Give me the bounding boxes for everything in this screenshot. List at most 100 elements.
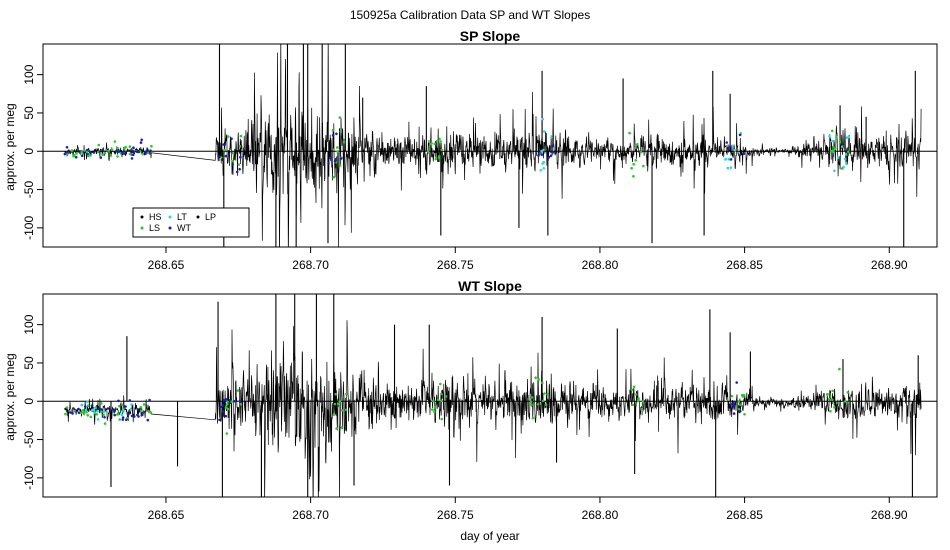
sp-slope-clipped-layer [43, 44, 937, 247]
sp-slope-point [840, 145, 844, 148]
sp-slope-point [65, 153, 69, 156]
sp-slope-point [440, 148, 444, 152]
wt-slope-point [91, 408, 95, 412]
sp-slope-point [429, 142, 432, 146]
sp-slope-point [235, 170, 239, 174]
x-axis-label: day of year [460, 529, 519, 543]
wt-slope-point [440, 399, 443, 403]
legend-marker-ls [140, 226, 144, 230]
wt-slope-point [80, 411, 83, 415]
sp-slope-point [540, 153, 543, 156]
wt-slope-point [106, 407, 110, 410]
sp-slope-point [542, 167, 545, 170]
sp-slope-point [331, 133, 335, 137]
wt-slope-point [233, 399, 236, 403]
wt-slope-x-tick-label-2: 268.75 [437, 508, 474, 522]
sp-slope-point [833, 169, 836, 172]
wt-slope-point [64, 412, 67, 416]
sp-slope-point [843, 157, 847, 161]
wt-slope-point [100, 410, 103, 414]
sp-slope-point [74, 155, 78, 159]
sp-slope-point [727, 147, 731, 150]
wt-slope-trace [64, 320, 922, 497]
wt-slope-point [831, 389, 834, 393]
wt-slope-point [77, 411, 81, 415]
wt-slope-point [730, 402, 734, 406]
wt-slope-point [140, 413, 144, 417]
wt-slope-point [225, 432, 229, 435]
wt-slope-point [440, 392, 443, 396]
wt-slope-point [224, 414, 228, 418]
wt-slope-point [69, 411, 72, 414]
wt-slope-point [84, 408, 88, 412]
wt-slope-point [636, 399, 640, 402]
wt-slope-point [116, 413, 119, 416]
sp-slope-point [88, 150, 92, 154]
sp-slope-point [630, 166, 633, 170]
wt-slope-point [630, 388, 634, 392]
wt-slope-point [146, 418, 150, 422]
sp-slope-point [130, 157, 134, 160]
sp-slope-point [123, 147, 126, 150]
sp-slope-point [92, 151, 96, 154]
wt-slope-point [86, 400, 89, 404]
wt-slope-point [732, 412, 736, 415]
sp-slope-point [230, 137, 233, 140]
wt-slope-point [222, 399, 226, 402]
sp-slope-point [131, 153, 135, 157]
wt-slope-point [84, 405, 87, 408]
sp-slope-point [837, 156, 840, 159]
wt-slope-point [530, 403, 533, 407]
wt-slope-point [118, 404, 121, 408]
wt-slope-point [226, 407, 230, 411]
wt-slope-point [139, 406, 143, 409]
wt-slope-point [537, 378, 540, 381]
sp-slope-point [828, 134, 831, 138]
wt-slope-point [344, 408, 348, 412]
wt-slope-x-tick-label-0: 268.65 [148, 508, 185, 522]
sp-slope-point [73, 153, 76, 157]
sp-slope-point [85, 148, 89, 152]
sp-slope-point [128, 152, 132, 156]
sp-slope-point [831, 149, 835, 152]
wt-slope-point [86, 414, 89, 417]
wt-slope-point [126, 413, 130, 416]
sp-slope-point [738, 133, 742, 137]
wt-slope-point [129, 408, 133, 411]
wt-slope-point [148, 398, 151, 402]
sp-slope-point [338, 164, 342, 167]
wt-slope-point [226, 400, 229, 404]
sp-slope-point [342, 140, 346, 144]
wt-slope-point [218, 418, 221, 422]
wt-slope-point [73, 409, 76, 413]
wt-slope-point [543, 392, 546, 395]
sp-slope-point [542, 130, 546, 133]
sp-slope-point [96, 150, 100, 154]
sp-slope-point [729, 145, 732, 148]
sp-slope-point [831, 139, 835, 143]
wt-slope-point [93, 411, 97, 414]
sp-slope-point [439, 140, 442, 143]
sp-slope-point [551, 144, 555, 148]
wt-slope-y-tick-label-4: 100 [22, 314, 36, 334]
sp-slope-point [131, 150, 134, 154]
sp-slope-point [549, 154, 553, 157]
sp-slope-point [85, 150, 89, 154]
wt-slope-x-tick-label-1: 268.70 [292, 508, 329, 522]
sp-slope-point [426, 150, 430, 153]
wt-slope-point [833, 406, 836, 409]
wt-slope-point [641, 408, 644, 412]
wt-slope-point [826, 393, 829, 396]
wt-slope-point [90, 404, 94, 407]
sp-slope-y-tick-label-1: -50 [22, 181, 36, 199]
sp-slope-point [223, 148, 226, 152]
sp-slope-point [128, 145, 132, 148]
wt-slope-point [338, 399, 342, 403]
wt-slope-point [737, 400, 741, 403]
sp-slope-point [639, 150, 643, 154]
sp-slope-point [336, 150, 339, 153]
wt-slope-point [86, 404, 90, 408]
wt-slope-point [743, 413, 746, 416]
sp-slope-point [83, 149, 86, 152]
